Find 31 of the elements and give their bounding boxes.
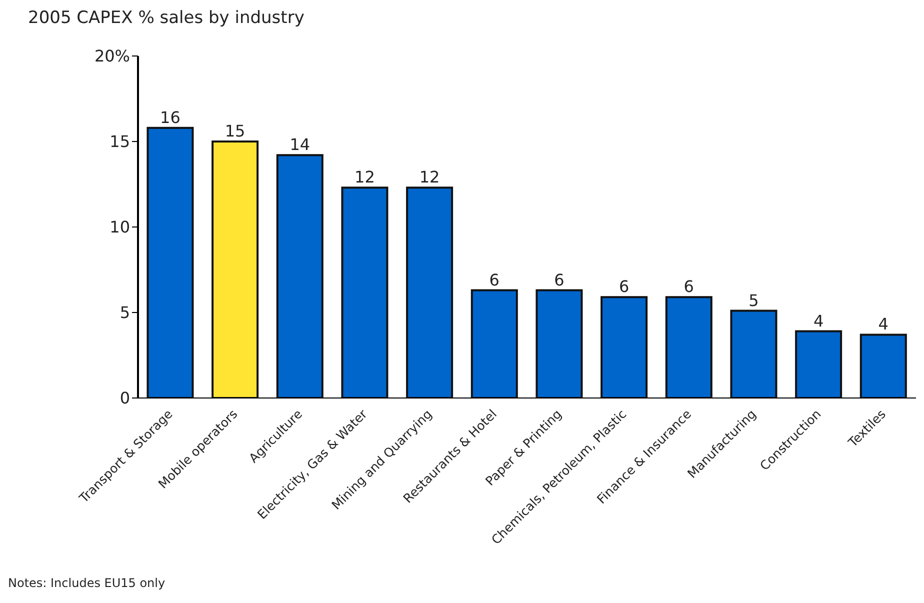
bar	[470, 289, 518, 398]
data-label: 6	[489, 270, 500, 290]
data-label: 14	[290, 135, 310, 154]
data-label: 16	[160, 108, 180, 127]
bar	[600, 296, 648, 398]
text: Notes: Includes EU15 only	[8, 576, 166, 590]
data-label: 4	[813, 311, 824, 330]
y-tick-label: 15	[110, 132, 130, 152]
bar	[212, 140, 259, 398]
data-label: 12	[354, 168, 375, 187]
data-label: 6	[554, 270, 564, 290]
data-label: 5	[748, 290, 759, 310]
y-tick-label: 10	[110, 218, 130, 237]
bar	[730, 310, 778, 398]
y-tick-label: 5	[120, 303, 130, 322]
y-tick-label: 0	[120, 388, 130, 408]
data-label: 6	[618, 277, 630, 296]
bar	[860, 334, 907, 398]
data-label: 6	[684, 277, 694, 296]
bar	[406, 186, 454, 398]
bar	[665, 296, 712, 398]
y-tick-label: 20%	[94, 46, 130, 66]
bar	[795, 330, 842, 398]
bar	[146, 126, 194, 398]
data-label: 4	[878, 314, 888, 334]
bar	[536, 289, 583, 398]
data-label: 15	[224, 122, 246, 140]
bar	[341, 186, 388, 398]
bar	[276, 154, 324, 398]
chart-title: 2005 CAPEX % sales by industry	[28, 8, 306, 30]
data-label: 12	[419, 168, 440, 187]
